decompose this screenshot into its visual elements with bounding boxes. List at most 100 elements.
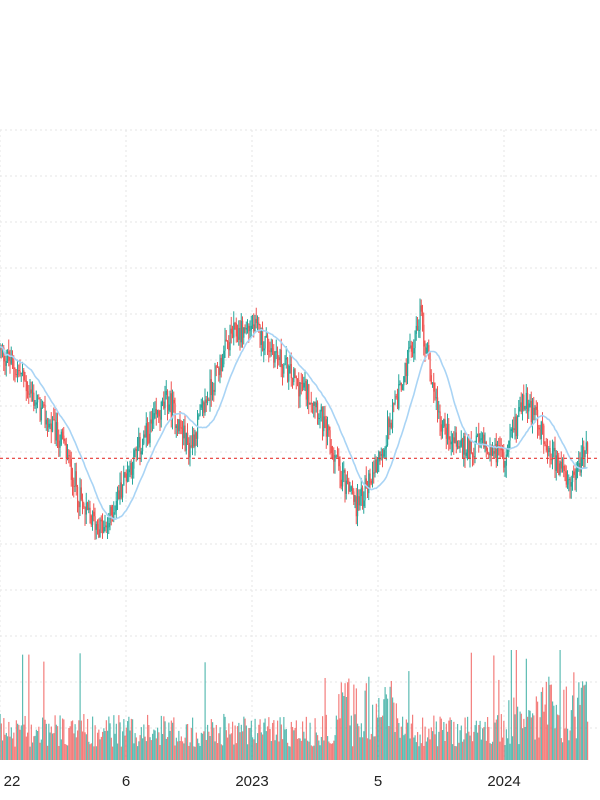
volume-bar — [25, 736, 27, 760]
candle-body — [172, 399, 174, 419]
volume-bar — [167, 737, 169, 760]
volume-bar — [309, 722, 311, 760]
candle-body — [302, 382, 304, 388]
volume-bar — [189, 742, 191, 760]
volume-bar — [494, 722, 496, 760]
candle-body — [15, 374, 17, 376]
candle-body — [180, 427, 182, 429]
candle-body — [192, 434, 194, 447]
volume-bar — [130, 718, 132, 760]
candle-body — [113, 512, 115, 520]
candle-body — [22, 370, 24, 373]
candle-body — [223, 350, 225, 365]
volume-bar — [445, 723, 447, 760]
candle-body — [299, 382, 301, 397]
candle-body — [535, 406, 537, 410]
candle-body — [59, 444, 61, 448]
candle-body — [358, 496, 360, 506]
candle-body — [238, 327, 240, 340]
volume-bar — [493, 655, 495, 760]
volume-bar — [67, 745, 69, 760]
candle-body — [435, 397, 437, 399]
volume-bar — [527, 716, 529, 760]
volume-bar — [260, 732, 262, 760]
candle-body — [28, 393, 30, 395]
candle-body — [162, 401, 164, 403]
candle-body — [465, 452, 467, 456]
candle-body — [399, 382, 401, 384]
volume-bar — [144, 736, 146, 760]
volume-bar — [284, 729, 286, 760]
candle-body — [189, 445, 191, 458]
candle-body — [495, 443, 497, 463]
volume-bar — [7, 736, 9, 760]
candle-body — [257, 322, 259, 324]
candle-body — [213, 389, 215, 392]
candle-body — [82, 499, 84, 504]
volume-bar — [344, 683, 346, 760]
candle-body — [448, 423, 450, 440]
volume-bar — [409, 738, 411, 760]
volume-bar — [378, 697, 380, 760]
candle-body — [370, 480, 372, 484]
candle-body — [80, 487, 82, 500]
volume-bar — [118, 715, 120, 760]
volume-bar — [264, 718, 266, 760]
volume-bar — [213, 727, 215, 760]
volume-bar — [263, 722, 265, 760]
volume-bar — [444, 741, 446, 760]
volume-bar — [568, 740, 570, 760]
candle-body — [415, 325, 417, 334]
volume-bar — [113, 715, 115, 760]
candle-body — [340, 479, 342, 487]
volume-bar — [392, 697, 394, 760]
volume-bar — [219, 727, 221, 760]
candle-body — [545, 445, 547, 451]
candle-body — [379, 451, 381, 456]
candle-body — [418, 329, 420, 331]
candle-body — [424, 346, 426, 354]
candle-body — [504, 465, 506, 468]
candle-body — [420, 305, 422, 312]
candle-body — [284, 359, 286, 365]
volume-bar — [427, 737, 429, 760]
candle-body — [407, 352, 409, 376]
candle-body — [374, 459, 376, 473]
volume-bar — [514, 714, 516, 760]
volume-bar — [574, 716, 576, 760]
volume-bar — [234, 725, 236, 760]
candle-body — [198, 415, 200, 417]
candle-body — [523, 394, 525, 410]
volume-bar — [303, 731, 305, 760]
volume-bar — [534, 739, 536, 760]
candle-body — [177, 425, 179, 432]
volume-bar — [497, 715, 499, 760]
volume-bar — [145, 741, 147, 760]
volume-bar — [239, 732, 241, 760]
candle-body — [372, 472, 374, 484]
candle-body — [482, 434, 484, 439]
volume-bar — [525, 658, 527, 760]
volume-bar — [572, 695, 574, 760]
candle-body — [410, 345, 412, 352]
candle-body — [200, 404, 202, 408]
volume-bar — [142, 738, 144, 760]
volume-bar — [367, 738, 369, 760]
volume-bar — [68, 727, 70, 760]
volume-bar — [519, 711, 521, 760]
volume-bar — [507, 738, 509, 760]
volume-bar — [230, 733, 232, 760]
candle-body — [50, 423, 52, 432]
volume-bar — [338, 694, 340, 760]
candle-body — [99, 519, 101, 538]
volume-bar — [44, 719, 46, 760]
volume-bar — [214, 741, 216, 760]
candle-body — [133, 450, 135, 469]
candle-body — [475, 435, 477, 443]
volume-bar — [159, 744, 161, 760]
candle-body — [92, 511, 94, 525]
volume-bar — [565, 686, 567, 760]
candle-body — [12, 355, 14, 361]
candle-body — [87, 502, 89, 510]
volume-bar — [357, 723, 359, 760]
